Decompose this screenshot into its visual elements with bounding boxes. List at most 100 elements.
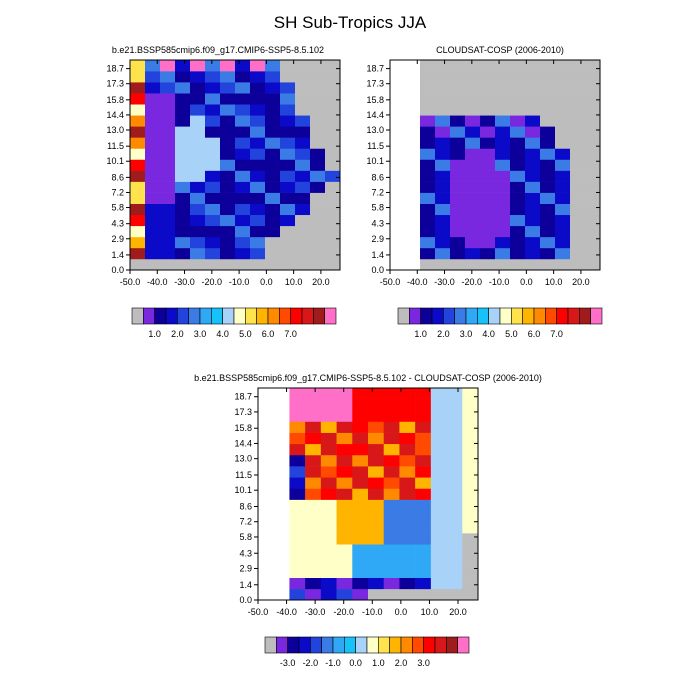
- heatmap-cell: [280, 247, 296, 260]
- heatmap-cell: [390, 181, 406, 193]
- heatmap-cell: [405, 148, 421, 160]
- colorbar-label: 3.0: [194, 329, 207, 339]
- heatmap-cell: [585, 247, 601, 260]
- heatmap-cell: [235, 71, 251, 83]
- heatmap-cell: [320, 388, 337, 400]
- colorbar-label: 2.0: [171, 329, 184, 339]
- heatmap-cell: [480, 126, 496, 138]
- heatmap-cell: [160, 71, 176, 83]
- heatmap-cell: [420, 236, 436, 249]
- heatmap-cell: [220, 247, 236, 260]
- heatmap-cell: [383, 510, 400, 523]
- heatmap-cell: [235, 148, 251, 160]
- heatmap-cell: [383, 588, 400, 601]
- heatmap-cell: [405, 214, 421, 227]
- heatmap-cell: [190, 82, 206, 94]
- heatmap-cell: [430, 410, 447, 422]
- heatmap-cell: [540, 60, 556, 72]
- heatmap-cell: [325, 214, 341, 227]
- heatmap-cell: [310, 258, 326, 271]
- heatmap-cell: [320, 466, 337, 478]
- x-tick-label: -30.0: [305, 607, 326, 617]
- heatmap-cell: [130, 82, 146, 94]
- heatmap-cell: [145, 203, 161, 216]
- heatmap-cell: [390, 258, 406, 271]
- heatmap-cell: [383, 577, 400, 590]
- heatmap-cell: [258, 388, 275, 400]
- heatmap-cell: [390, 236, 406, 249]
- heatmap-cell: [175, 148, 191, 160]
- heatmap-cell: [415, 544, 432, 556]
- heatmap-cell: [258, 577, 275, 590]
- heatmap-cell: [205, 159, 221, 171]
- heatmap-cell: [250, 225, 266, 238]
- heatmap-cell: [368, 488, 385, 500]
- heatmap-cell: [540, 115, 556, 127]
- heatmap-cell: [435, 181, 451, 193]
- heatmap-cell: [160, 203, 176, 216]
- colorbar-label: 2.0: [395, 658, 408, 668]
- x-tick-label: 10.0: [285, 277, 303, 287]
- heatmap-cell: [465, 93, 481, 105]
- y-tick-label: 14.4: [234, 438, 252, 448]
- heatmap-cell: [310, 181, 326, 193]
- heatmap-cell: [480, 159, 496, 171]
- heatmap-cell: [435, 170, 451, 182]
- y-tick-label: 0.0: [371, 265, 384, 275]
- heatmap-cell: [310, 104, 326, 116]
- heatmap-cell: [430, 488, 447, 500]
- heatmap-cell: [585, 214, 601, 227]
- heatmap-cell: [495, 247, 511, 260]
- heatmap-cell: [446, 466, 463, 478]
- heatmap-cell: [390, 82, 406, 94]
- colorbar-box: [423, 636, 436, 654]
- heatmap-cell: [585, 82, 601, 94]
- heatmap-cell: [450, 258, 466, 271]
- heatmap-cell: [336, 432, 353, 445]
- heatmap-cell: [495, 181, 511, 193]
- heatmap-cell: [205, 82, 221, 94]
- heatmap-cell: [555, 148, 571, 160]
- heatmap-cell: [310, 126, 326, 138]
- heatmap-cell: [435, 214, 451, 227]
- heatmap-cell: [336, 388, 353, 400]
- y-tick-label: 10.1: [234, 485, 252, 495]
- x-tick-label: -10.0: [362, 607, 383, 617]
- heatmap-cell: [160, 60, 176, 72]
- heatmap-cell: [480, 203, 496, 216]
- heatmap-cell: [585, 192, 601, 204]
- heatmap-cell: [399, 555, 416, 567]
- heatmap-cell: [555, 126, 571, 138]
- colorbar-label: 6.0: [528, 329, 541, 339]
- colorbar-box: [567, 307, 580, 325]
- heatmap-cell: [480, 225, 496, 238]
- heatmap-cell: [390, 60, 406, 72]
- heatmap-cell: [430, 521, 447, 534]
- heatmap-cell: [265, 159, 281, 171]
- heatmap-cell: [420, 148, 436, 160]
- heatmap-cell: [258, 432, 275, 445]
- heatmap-cell: [310, 115, 326, 127]
- heatmap-cell: [446, 477, 463, 489]
- heatmap-cell: [555, 93, 571, 105]
- panel-diff-title: b.e21.BSSP585cmip6.f09_g17.CMIP6-SSP5-8.…: [194, 373, 542, 383]
- heatmap-cell: [525, 71, 541, 83]
- heatmap-cell: [405, 71, 421, 83]
- heatmap-cell: [420, 82, 436, 94]
- heatmap-cell: [325, 93, 341, 105]
- heatmap-cell: [495, 104, 511, 116]
- heatmap-cell: [420, 225, 436, 238]
- heatmap-cell: [399, 388, 416, 400]
- colorbar-box: [366, 636, 379, 654]
- heatmap-cell: [495, 203, 511, 216]
- colorbar-box: [154, 307, 167, 325]
- heatmap-cell: [415, 588, 432, 601]
- colorbar-box: [143, 307, 155, 325]
- heatmap-cell: [258, 566, 275, 578]
- heatmap-cell: [265, 225, 281, 238]
- panel-diff-colorbar: -3.0 -2.0 -1.0 0.0 1.0 2.0 3.0: [264, 636, 470, 668]
- colorbar-box: [245, 307, 257, 325]
- heatmap-cell: [383, 454, 400, 467]
- colorbar-box: [310, 636, 322, 654]
- heatmap-cell: [280, 170, 296, 182]
